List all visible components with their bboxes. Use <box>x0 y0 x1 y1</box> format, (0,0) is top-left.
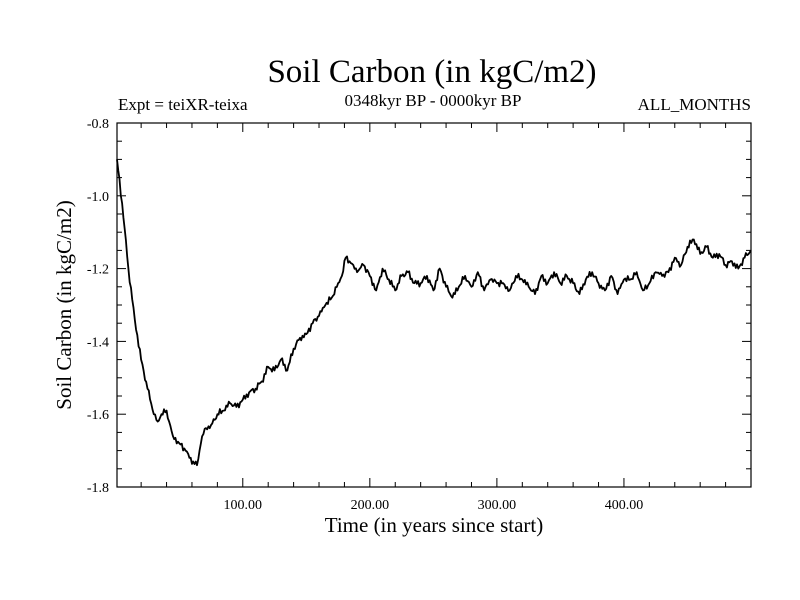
series-line <box>116 159 752 467</box>
x-axis-label: Time (in years since start) <box>325 513 544 537</box>
y-tick-label: -1.6 <box>87 408 109 423</box>
months-label: ALL_MONTHS <box>638 95 751 114</box>
y-tick-label: -1.2 <box>87 263 109 278</box>
x-tick-label: 300.00 <box>478 498 517 513</box>
y-axis: -0.8 -1.0 -1.2 -1.4 -1.6 -1.8 <box>87 117 751 496</box>
y-axis-label: Soil Carbon (in kgC/m2) <box>52 200 76 409</box>
experiment-label: Expt = teiXR-teixa <box>118 95 248 114</box>
chart-title: Soil Carbon (in kgC/m2) <box>267 54 596 90</box>
y-tick-label: -1.4 <box>87 335 109 350</box>
time-range-label: 0348kyr BP - 0000kyr BP <box>345 91 522 110</box>
x-axis: 100.00 200.00 300.00 400.00 <box>140 123 752 513</box>
x-tick-label: 100.00 <box>224 498 263 513</box>
y-tick-label: -1.0 <box>87 190 109 205</box>
y-tick-label: -1.8 <box>87 481 109 496</box>
x-tick-label: 400.00 <box>605 498 644 513</box>
x-tick-label: 200.00 <box>351 498 390 513</box>
y-tick-label: -0.8 <box>87 117 109 132</box>
plot-frame <box>116 122 752 488</box>
